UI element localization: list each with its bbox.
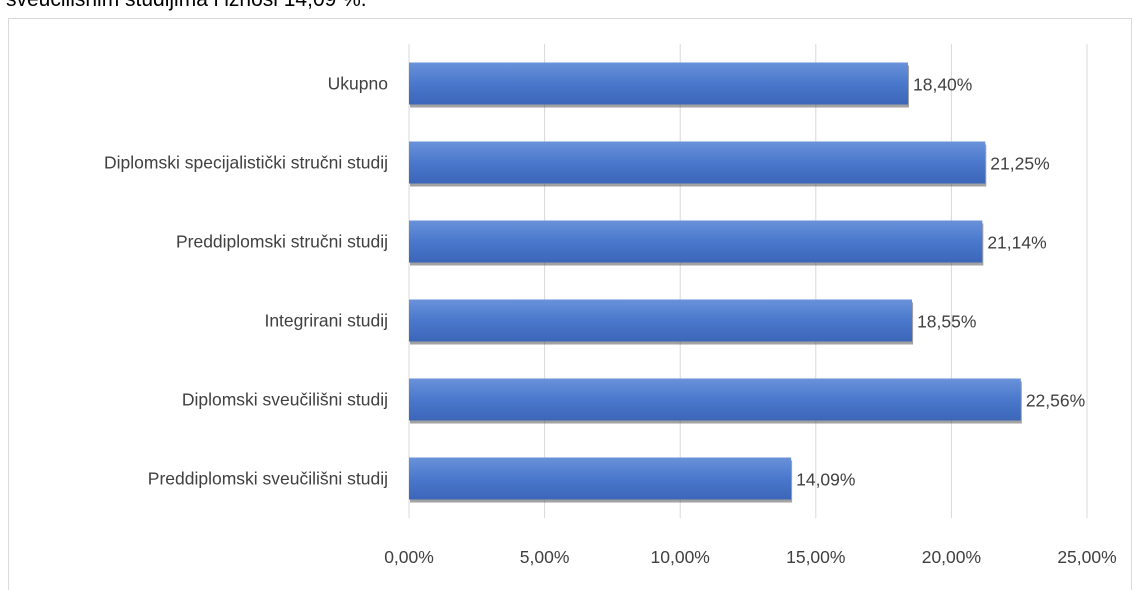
category-label: Diplomski sveučilišni studij	[182, 390, 388, 410]
x-tick-label: 20,00%	[922, 547, 981, 567]
x-tick-label: 5,00%	[520, 547, 570, 567]
x-tick-label: 25,00%	[1057, 547, 1116, 567]
bar	[409, 378, 1021, 421]
gridlines	[408, 44, 1088, 518]
category-label: Diplomski specijalistički stručni studij	[104, 153, 388, 173]
x-tick-label: 15,00%	[786, 547, 845, 567]
bar	[409, 457, 792, 500]
x-tick-label: 10,00%	[651, 547, 710, 567]
data-label: 18,40%	[913, 75, 972, 95]
x-tick-label: 0,00%	[384, 547, 434, 567]
category-label: Preddiplomski stručni studij	[176, 232, 388, 252]
bar	[409, 62, 909, 105]
data-label: 18,55%	[917, 312, 976, 332]
data-label: 21,14%	[987, 233, 1046, 253]
data-label: 14,09%	[796, 470, 855, 490]
data-label: 22,56%	[1026, 391, 1085, 411]
document-text-line: sveučilišnim studijima i iznosi 14,09 %.	[6, 0, 367, 12]
chart-frame	[8, 18, 1132, 590]
labels: 0,00% 5,00% 10,00% 15,00% 20,00% 25,00% Ukupno…	[104, 74, 1117, 568]
data-label: 21,25%	[990, 154, 1049, 174]
bar	[409, 141, 986, 184]
category-label: Ukupno	[328, 74, 388, 94]
bars	[409, 62, 1022, 503]
category-label: Preddiplomski sveučilišni studij	[148, 469, 388, 489]
bar	[409, 220, 983, 263]
bar	[409, 299, 913, 342]
category-label: Integrirani studij	[264, 311, 388, 331]
